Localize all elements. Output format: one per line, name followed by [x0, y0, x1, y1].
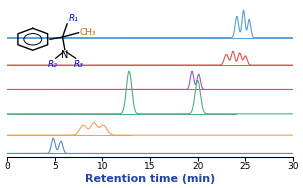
X-axis label: Retention time (min): Retention time (min) [85, 174, 215, 184]
